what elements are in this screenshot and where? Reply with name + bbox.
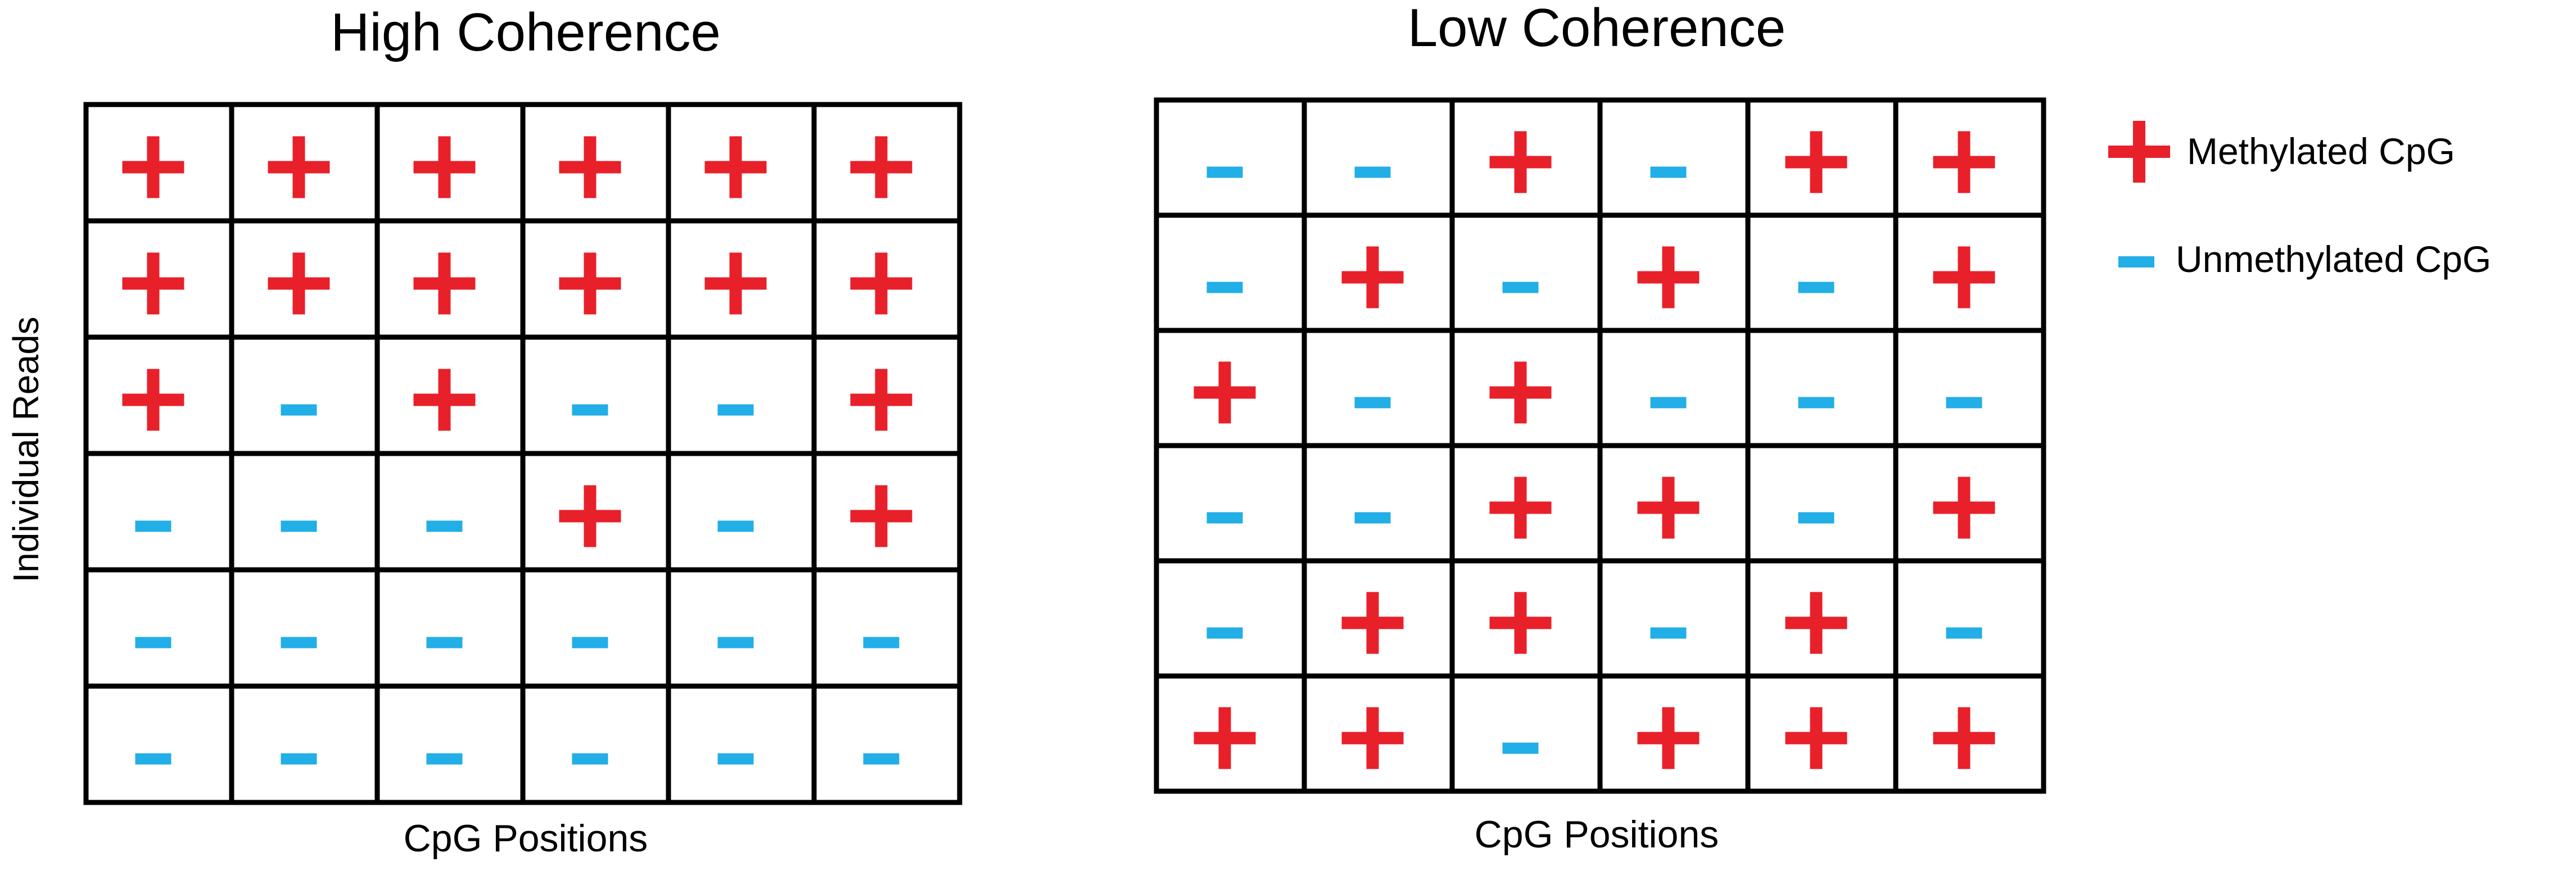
methylated-cpg-mark	[1489, 592, 1552, 654]
unmethylated-cpg-mark	[1354, 166, 1391, 178]
unmethylated-cpg-mark	[572, 404, 608, 416]
unmethylated-cpg-mark	[426, 753, 463, 765]
unmethylated-cpg-mark	[863, 637, 900, 648]
unmethylated-cpg-mark	[281, 637, 317, 648]
grid-high-coherence	[83, 102, 962, 805]
unmethylated-cpg-mark	[1354, 397, 1391, 409]
unmethylated-cpg-mark	[1798, 512, 1834, 524]
unmethylated-cpg-mark	[717, 637, 754, 648]
methylated-cpg-mark	[1637, 246, 1700, 309]
methylated-cpg-mark	[1489, 477, 1552, 539]
legend-label-unmethylated: Unmethylated CpG	[2176, 238, 2491, 280]
methylated-cpg-mark	[1933, 477, 1995, 539]
unmethylated-cpg-mark	[426, 520, 463, 532]
unmethylated-cpg-mark	[717, 753, 754, 765]
unmethylated-cpg-mark	[717, 520, 754, 532]
grid-low-coherence	[1154, 97, 2046, 794]
unmethylated-cpg-mark	[1798, 282, 1834, 293]
methylated-cpg-mark	[1933, 131, 1995, 193]
unmethylated-cpg-mark	[1354, 512, 1391, 524]
methylated-cpg-mark	[2108, 121, 2170, 183]
unmethylated-cpg-mark	[863, 753, 900, 765]
unmethylated-cpg-mark	[717, 404, 754, 416]
methylated-cpg-mark	[413, 369, 476, 431]
methylated-cpg-mark	[704, 136, 767, 198]
methylated-cpg-mark	[122, 136, 184, 198]
legend: Methylated CpG Unmethylated CpG	[2108, 121, 2491, 280]
unmethylated-cpg-mark	[135, 520, 171, 532]
methylated-cpg-mark	[559, 252, 621, 315]
methylated-cpg-mark	[122, 252, 184, 315]
methylated-cpg-mark	[1933, 707, 1995, 769]
panel-title-low-coherence: Low Coherence	[1408, 0, 1786, 58]
legend-unmethylated-symbol	[2118, 256, 2154, 267]
legend-methylated-symbol	[2108, 121, 2170, 183]
unmethylated-cpg-mark	[1798, 397, 1834, 409]
x-axis-label-low-coherence: CpG Positions	[1475, 813, 1719, 856]
methylated-cpg-mark	[850, 136, 912, 198]
methylated-cpg-mark	[1933, 246, 1995, 309]
methylated-cpg-mark	[1489, 361, 1552, 424]
methylated-cpg-mark	[1637, 477, 1700, 539]
methylated-cpg-mark	[1341, 246, 1404, 309]
unmethylated-cpg-mark	[1206, 282, 1243, 293]
panel-title-high-coherence: High Coherence	[331, 2, 721, 62]
methylated-cpg-mark	[1489, 131, 1552, 193]
methylated-cpg-mark	[413, 136, 476, 198]
x-axis-label-high-coherence: CpG Positions	[404, 817, 648, 860]
legend-label-methylated: Methylated CpG	[2187, 130, 2455, 172]
methylated-cpg-mark	[559, 485, 621, 547]
methylated-cpg-mark	[1341, 707, 1404, 769]
methylated-cpg-mark	[850, 252, 912, 315]
methylated-cpg-mark	[1341, 592, 1404, 654]
methylated-cpg-mark	[1637, 707, 1700, 769]
methylated-cpg-mark	[559, 136, 621, 198]
unmethylated-cpg-mark	[1206, 627, 1243, 639]
y-axis-label-individual-reads: Individual Reads	[6, 316, 46, 582]
unmethylated-cpg-mark	[1650, 627, 1687, 639]
unmethylated-cpg-mark	[281, 404, 317, 416]
methylated-cpg-mark	[1785, 592, 1847, 654]
methylated-cpg-mark	[1785, 707, 1847, 769]
methylated-cpg-mark	[413, 252, 476, 315]
methylated-cpg-mark	[704, 252, 767, 315]
unmethylated-cpg-mark	[1650, 397, 1687, 409]
methylated-cpg-mark	[1785, 131, 1847, 193]
unmethylated-cpg-mark	[1206, 512, 1243, 524]
unmethylated-cpg-mark	[572, 753, 608, 765]
unmethylated-cpg-mark	[1502, 742, 1539, 754]
unmethylated-cpg-mark	[1650, 166, 1687, 178]
methylated-cpg-mark	[1194, 707, 1256, 769]
methylated-cpg-mark	[122, 369, 184, 431]
unmethylated-cpg-mark	[1206, 166, 1243, 178]
unmethylated-cpg-mark	[135, 753, 171, 765]
methylated-cpg-mark	[850, 485, 912, 547]
unmethylated-cpg-mark	[426, 637, 463, 648]
unmethylated-cpg-mark	[572, 637, 608, 648]
methylated-cpg-mark	[1194, 361, 1256, 424]
methylated-cpg-mark	[850, 369, 912, 431]
unmethylated-cpg-mark	[135, 637, 171, 648]
unmethylated-cpg-mark	[1946, 627, 1982, 639]
unmethylated-cpg-mark	[281, 753, 317, 765]
methylated-cpg-mark	[268, 252, 330, 315]
unmethylated-cpg-mark	[1946, 397, 1982, 409]
methylated-cpg-mark	[268, 136, 330, 198]
unmethylated-cpg-mark	[2118, 256, 2154, 267]
unmethylated-cpg-mark	[1502, 282, 1539, 293]
unmethylated-cpg-mark	[281, 520, 317, 532]
